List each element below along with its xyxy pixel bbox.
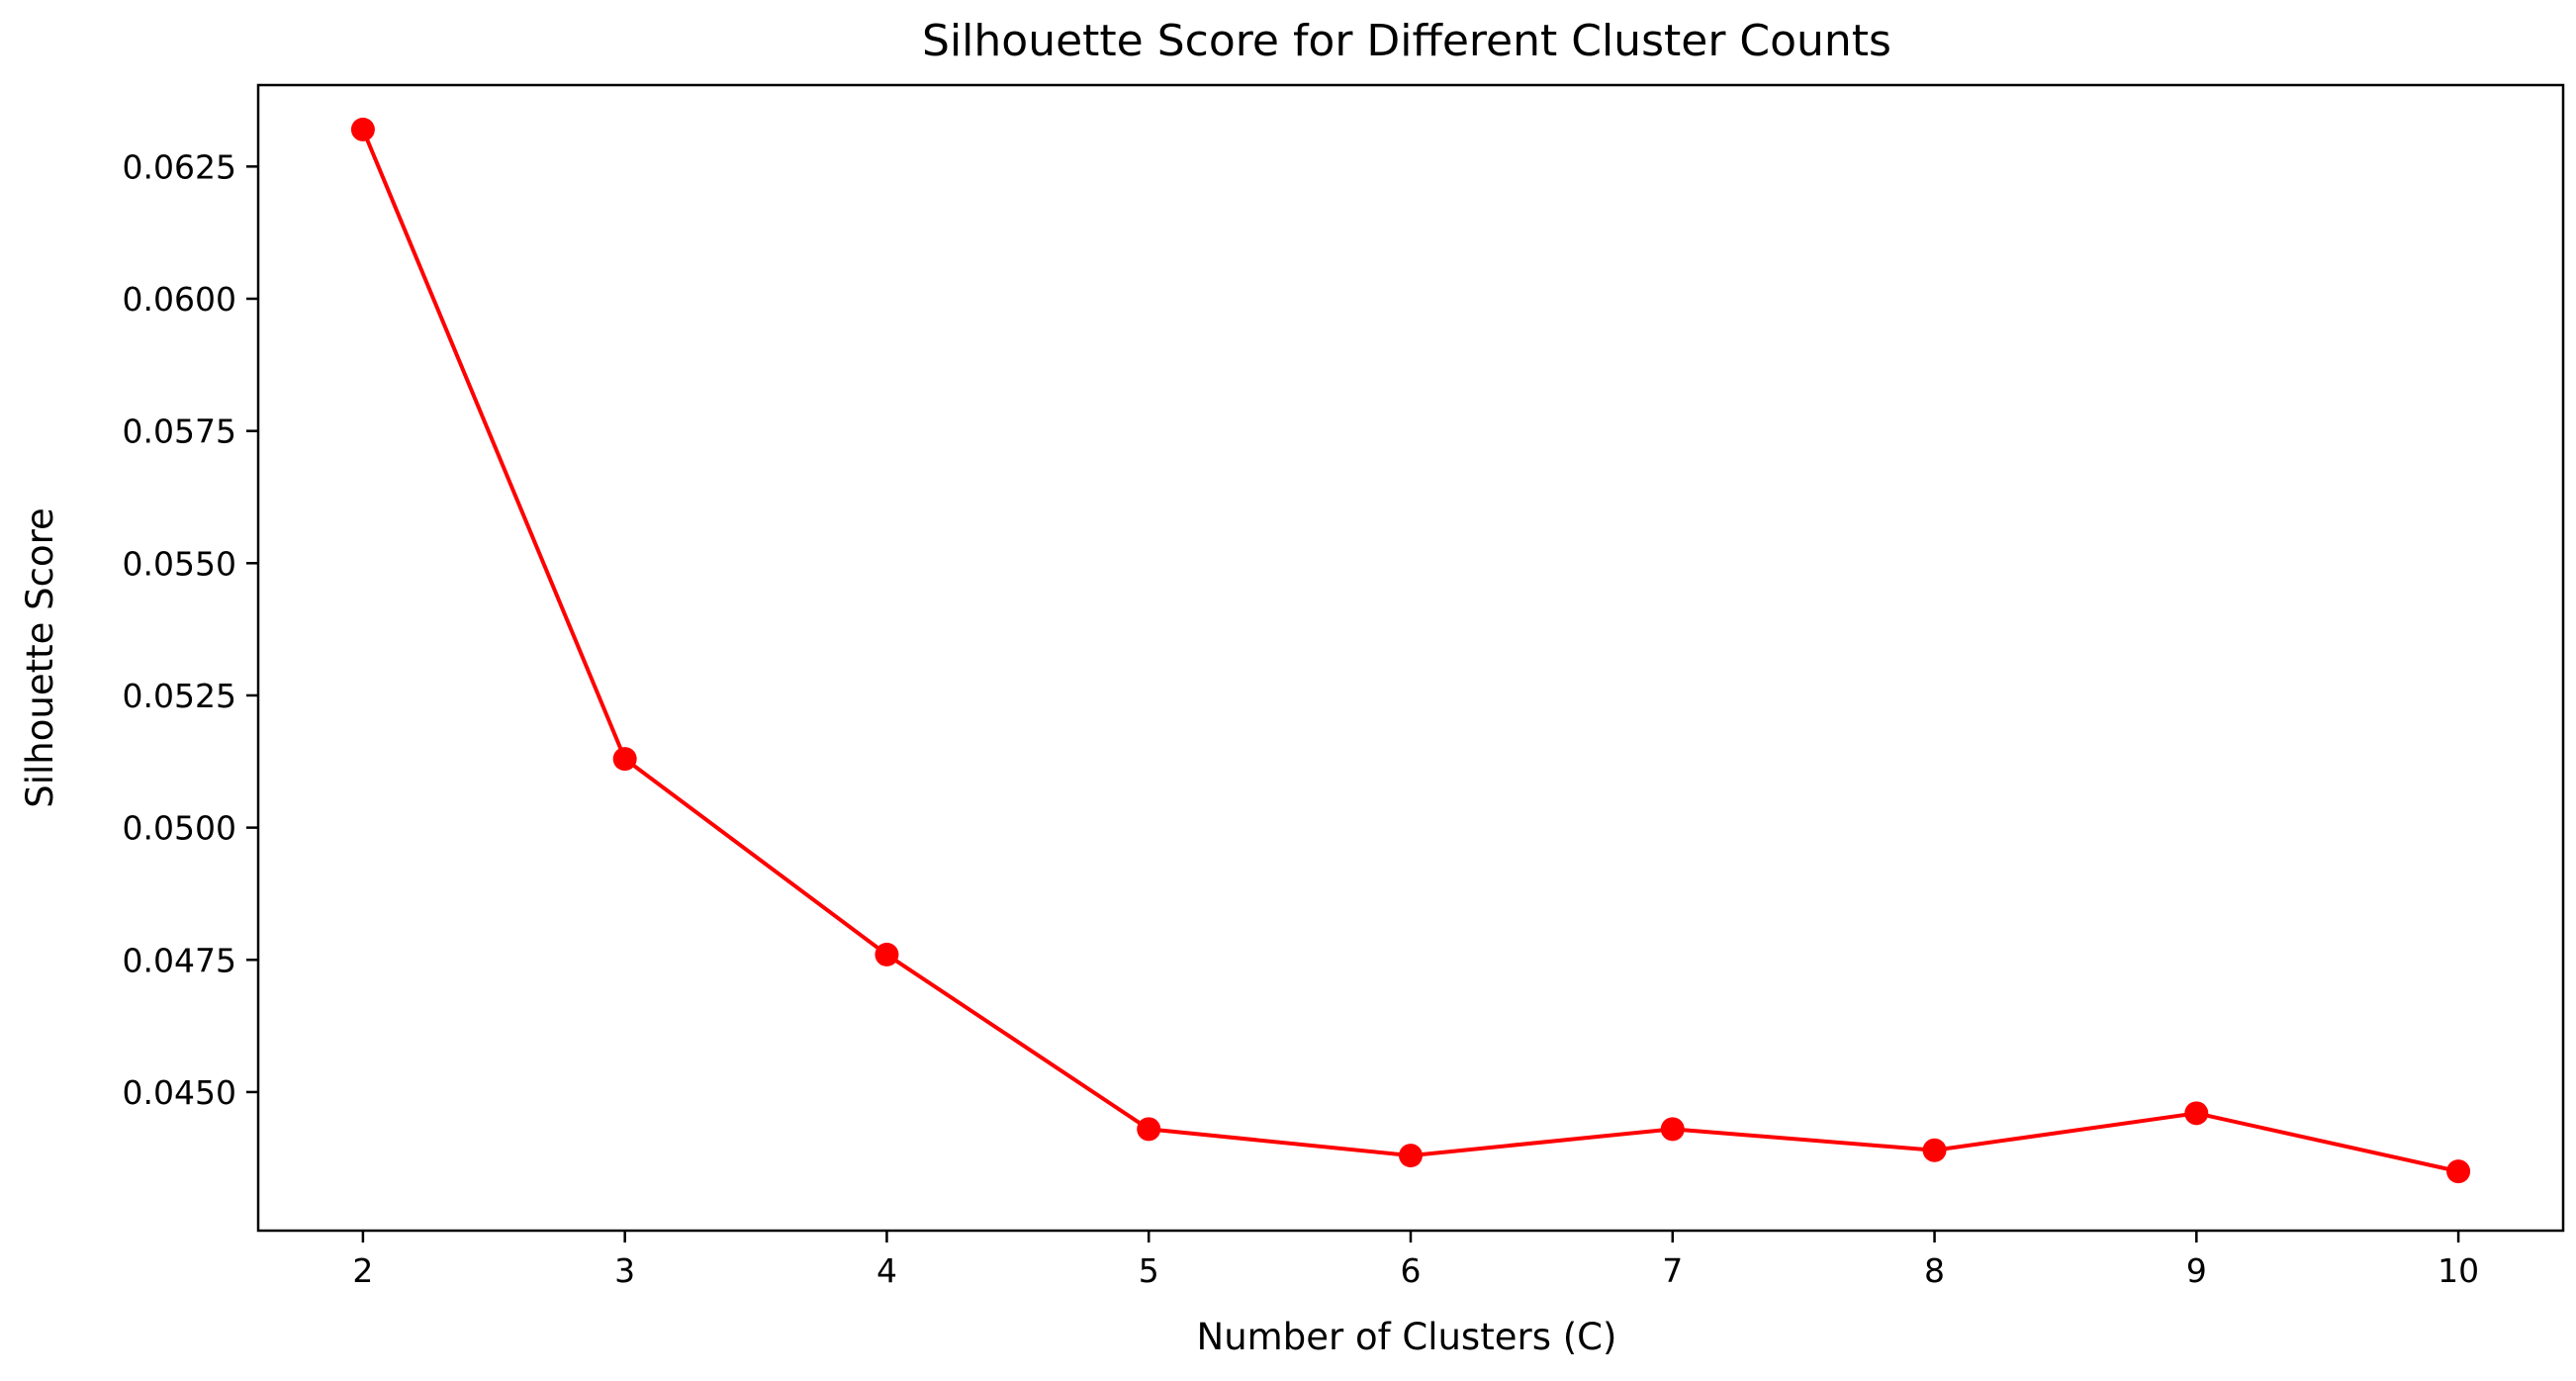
- y-tick-label: 0.0600: [123, 280, 236, 319]
- y-axis-label: Silhouette Score: [19, 507, 61, 808]
- data-point: [874, 942, 899, 967]
- y-tick-label: 0.0550: [123, 544, 236, 583]
- x-tick-label: 8: [1924, 1251, 1945, 1290]
- data-point: [612, 747, 637, 772]
- y-tick-label: 0.0500: [123, 809, 236, 848]
- y-tick-label: 0.0625: [123, 147, 236, 186]
- x-tick-label: 10: [2438, 1251, 2479, 1290]
- data-point: [2184, 1101, 2209, 1126]
- x-tick-label: 4: [876, 1251, 897, 1290]
- x-tick-label: 9: [2186, 1251, 2207, 1290]
- y-axis-ticks: 0.0450 0.0475 0.0500 0.0525 0.0550 0.0575 0.06…: [123, 147, 258, 1112]
- x-axis-label: Number of Clusters (C): [1197, 1316, 1617, 1358]
- y-tick-label: 0.0525: [123, 677, 236, 715]
- x-tick-label: 2: [352, 1251, 373, 1290]
- x-tick-label: 5: [1139, 1251, 1159, 1290]
- x-axis-ticks: 2 3 4 5 6 7 8 9 10: [352, 1231, 2479, 1290]
- series-layer: [350, 117, 2471, 1184]
- y-tick-label: 0.0575: [123, 413, 236, 451]
- data-point: [350, 117, 375, 141]
- data-point: [2446, 1159, 2471, 1184]
- x-tick-label: 3: [614, 1251, 635, 1290]
- chart-title: Silhouette Score for Different Cluster C…: [922, 16, 1891, 66]
- data-point: [1399, 1144, 1423, 1168]
- x-tick-label: 6: [1401, 1251, 1422, 1290]
- data-point: [1137, 1117, 1161, 1142]
- x-tick-label: 7: [1662, 1251, 1683, 1290]
- y-tick-label: 0.0450: [123, 1073, 236, 1112]
- data-point: [1660, 1117, 1685, 1142]
- y-tick-label: 0.0475: [123, 941, 236, 979]
- data-point: [1922, 1138, 1947, 1162]
